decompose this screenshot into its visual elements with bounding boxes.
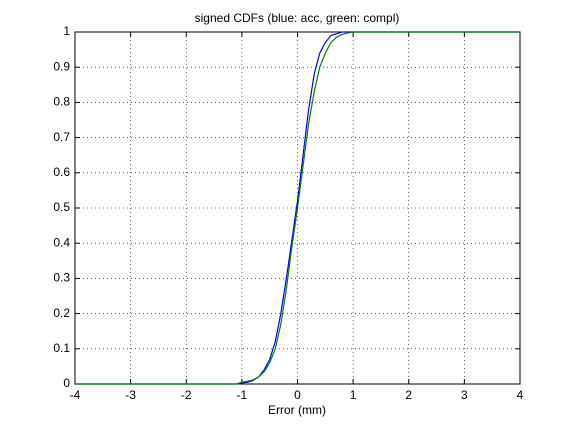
x-tick-label: -2	[181, 388, 192, 402]
y-tick-label: 0.4	[53, 235, 70, 249]
y-tick-label: 0.1	[53, 341, 70, 355]
x-tick-label: 0	[294, 388, 301, 402]
x-axis-label: Error (mm)	[268, 403, 326, 417]
y-tick-label: 0.9	[53, 59, 70, 73]
y-tick-label: 0.2	[53, 306, 70, 320]
x-tick-label: 4	[517, 388, 524, 402]
x-tick-label: 2	[405, 388, 412, 402]
chart-title: signed CDFs (blue: acc, green: compl)	[195, 11, 400, 25]
y-tick-label: 0.3	[53, 271, 70, 285]
data-line	[75, 31, 520, 385]
x-tick-label: -1	[237, 388, 248, 402]
x-tick-label: -4	[70, 388, 81, 402]
y-tick-label: 0.5	[53, 200, 70, 214]
data-line	[75, 31, 520, 385]
y-tick-label: 0	[63, 376, 70, 390]
y-tick-label: 1	[63, 24, 70, 38]
x-tick-label: 1	[350, 388, 357, 402]
x-tick-label: -3	[125, 388, 136, 402]
y-tick-label: 0.6	[53, 165, 70, 179]
plot-frame	[74, 31, 521, 385]
x-tick-label: 3	[461, 388, 468, 402]
y-tick-label: 0.8	[53, 95, 70, 109]
y-tick-label: 0.7	[53, 130, 70, 144]
